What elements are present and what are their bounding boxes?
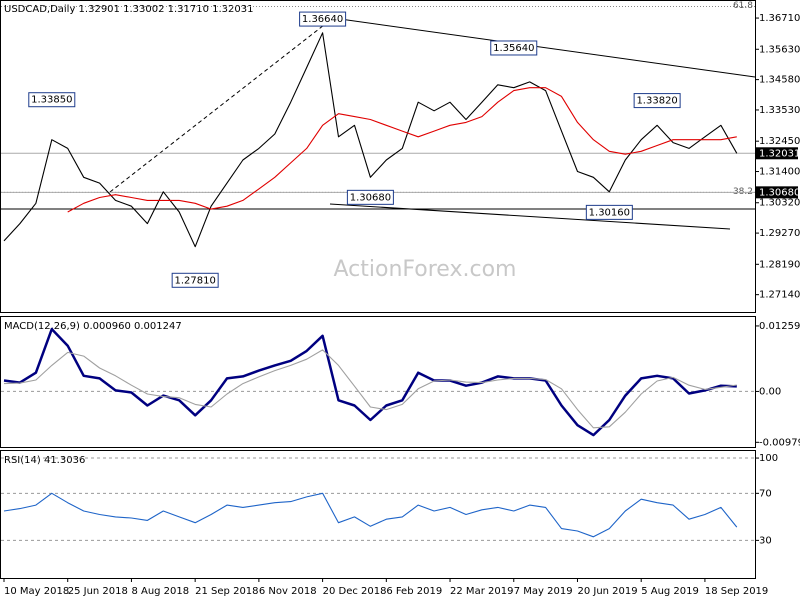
upper-trend-line [332, 17, 756, 78]
price-title: USDCAD,Daily 1.32901 1.33002 1.31710 1.3… [4, 4, 254, 15]
x-tick-label: 10 May 2018 [4, 586, 69, 597]
x-tick-label: 21 Sep 2018 [195, 586, 258, 597]
x-tick-label: 22 Mar 2019 [450, 586, 513, 597]
x-tick-label: 20 Dec 2018 [323, 586, 387, 597]
y-tick-label: 1.33530 [759, 105, 800, 116]
y-tick-label: 1.32450 [759, 136, 800, 147]
annotation-label: 1.30160 [589, 207, 630, 218]
x-tick-label: 18 Sep 2019 [705, 586, 768, 597]
x-tick-label: 25 Jun 2018 [68, 586, 128, 597]
x-tick-label: 6 Nov 2018 [259, 586, 317, 597]
annotation-label: 1.30680 [350, 192, 391, 203]
price-marker-box [756, 186, 798, 199]
lower-trend-line [329, 203, 731, 230]
y-tick-label: -0.00979 [759, 437, 800, 448]
fib-label: 61.8 [733, 1, 753, 11]
annotation-box [490, 40, 538, 56]
y-tick-label: 1.27140 [759, 290, 800, 301]
annotation-label: 1.35640 [493, 43, 534, 54]
y-tick-label: 1.34580 [759, 75, 800, 86]
y-tick-label: 1.28190 [759, 259, 800, 270]
series-line [3, 32, 738, 248]
rsi-title: RSI(14) 41.3036 [4, 455, 85, 466]
annotation-label: 1.27810 [174, 275, 215, 286]
x-tick-label: 20 Jun 2019 [577, 586, 637, 597]
series-line [67, 87, 737, 213]
x-tick-label: 7 May 2019 [514, 586, 573, 597]
x-tick-label: 8 Aug 2018 [131, 586, 189, 597]
macd-title: MACD(12,26,9) 0.000960 0.001247 [4, 321, 182, 332]
annotation-box [633, 93, 681, 109]
macd-panel [0, 316, 756, 448]
annotation-label: 1.33820 [636, 96, 677, 107]
y-tick-label: 1.36710 [759, 13, 800, 24]
series-line [3, 327, 737, 437]
y-tick-label: 1.29270 [759, 228, 800, 239]
watermark: ActionForex.com [334, 257, 517, 282]
annotation-box [585, 204, 633, 220]
y-tick-label: 70 [759, 488, 772, 499]
annotation-label: 1.33850 [31, 95, 72, 106]
y-tick-label: 0.00 [759, 386, 781, 397]
price-marker-box [756, 147, 798, 160]
y-tick-label: 1.30320 [759, 198, 800, 209]
y-tick-label: 100 [759, 453, 778, 464]
price-panel [0, 0, 756, 313]
annotation-box [346, 189, 394, 205]
annotation-box [171, 272, 219, 288]
y-tick-label: 0.012599 [759, 321, 800, 332]
x-tick-label: 6 Feb 2019 [386, 586, 442, 597]
annotation-label: 1.36640 [302, 14, 343, 25]
y-tick-label: 1.35630 [759, 44, 800, 55]
dashed-trend-line [109, 17, 334, 193]
annotation-box [299, 11, 347, 27]
annotation-box [28, 92, 76, 108]
y-tick-label: 1.31400 [759, 167, 800, 178]
y-tick-label: 30 [759, 535, 772, 546]
series-line [3, 349, 737, 429]
x-tick-label: 5 Aug 2019 [641, 586, 699, 597]
price-marker-label: 1.30680 [759, 187, 800, 198]
price-marker-label: 1.32031 [759, 148, 800, 159]
series-line [3, 492, 738, 538]
rsi-panel [0, 450, 756, 579]
